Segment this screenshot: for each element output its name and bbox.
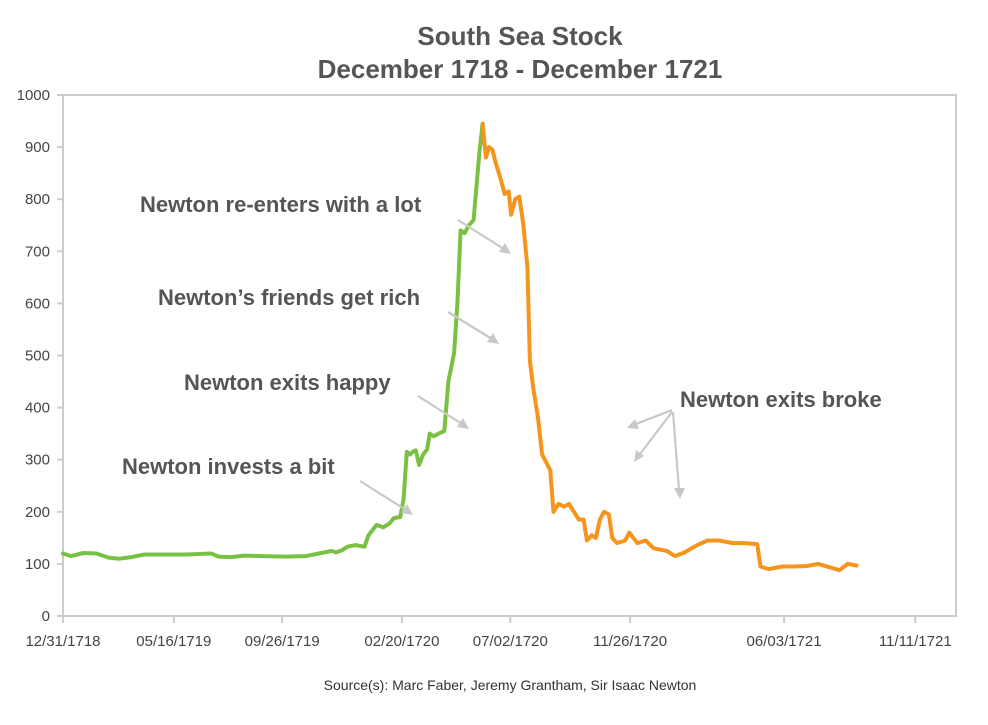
arrowhead-exits-happy bbox=[457, 418, 469, 429]
annotation-exits-broke: Newton exits broke bbox=[680, 387, 882, 412]
y-tick-label: 600 bbox=[25, 295, 50, 312]
y-tick-label: 100 bbox=[25, 556, 50, 573]
series-line-rise bbox=[61, 121, 485, 561]
arrow-broke-3 bbox=[671, 411, 681, 491]
y-tick-label: 1000 bbox=[17, 87, 50, 104]
arrow-friends bbox=[447, 311, 493, 340]
y-tick-label: 200 bbox=[25, 504, 50, 521]
x-axis-ticks: 12/31/1718 05/16/1719 09/26/1719 02/20/1720… bbox=[25, 616, 952, 650]
x-tick-label: 12/31/1718 bbox=[25, 633, 100, 650]
arrowhead-broke-3 bbox=[674, 488, 685, 499]
y-axis-ticks: 0 100 200 300 400 500 600 700 800 900 1000 bbox=[17, 87, 63, 625]
arrowhead-friends bbox=[487, 333, 499, 344]
arrow-broke-2 bbox=[639, 411, 673, 455]
x-tick-label: 05/16/1719 bbox=[136, 633, 211, 650]
y-tick-label: 0 bbox=[42, 608, 50, 625]
annotation-exits-happy: Newton exits happy bbox=[184, 370, 391, 395]
y-tick-label: 900 bbox=[25, 139, 50, 156]
chart-title: South Sea Stock bbox=[417, 21, 623, 51]
y-tick-label: 400 bbox=[25, 400, 50, 417]
y-tick-label: 800 bbox=[25, 191, 50, 208]
arrow-reenters bbox=[457, 219, 505, 250]
arrowhead-broke-2 bbox=[634, 450, 644, 462]
arrowhead-reenters bbox=[499, 243, 511, 254]
y-tick-label: 500 bbox=[25, 348, 50, 365]
arrow-broke-1 bbox=[635, 408, 673, 426]
x-tick-label: 11/11/1721 bbox=[879, 633, 952, 650]
annotation-arrows bbox=[359, 219, 685, 515]
arrow-exits-happy bbox=[417, 395, 463, 425]
source-note: Source(s): Marc Faber, Jeremy Grantham, … bbox=[324, 677, 697, 693]
arrowhead-broke-1 bbox=[627, 419, 639, 429]
plot-frame bbox=[62, 94, 957, 617]
y-tick-label: 300 bbox=[25, 452, 50, 469]
y-tick-label: 700 bbox=[25, 243, 50, 260]
annotation-reenters: Newton re-enters with a lot bbox=[140, 192, 422, 217]
annotation-friends: Newton’s friends get rich bbox=[158, 285, 420, 310]
series-line-fall bbox=[480, 121, 859, 573]
x-tick-label: 11/26/1720 bbox=[593, 633, 667, 650]
x-tick-label: 07/02/1720 bbox=[473, 633, 548, 650]
x-tick-label: 06/03/1721 bbox=[747, 633, 822, 650]
arrow-invests bbox=[359, 480, 407, 511]
x-tick-label: 09/26/1719 bbox=[245, 633, 320, 650]
arrowhead-invests bbox=[401, 504, 413, 515]
annotation-invests: Newton invests a bit bbox=[122, 454, 335, 479]
x-tick-label: 02/20/1720 bbox=[364, 633, 439, 650]
chart-subtitle: December 1718 - December 1721 bbox=[318, 54, 723, 84]
